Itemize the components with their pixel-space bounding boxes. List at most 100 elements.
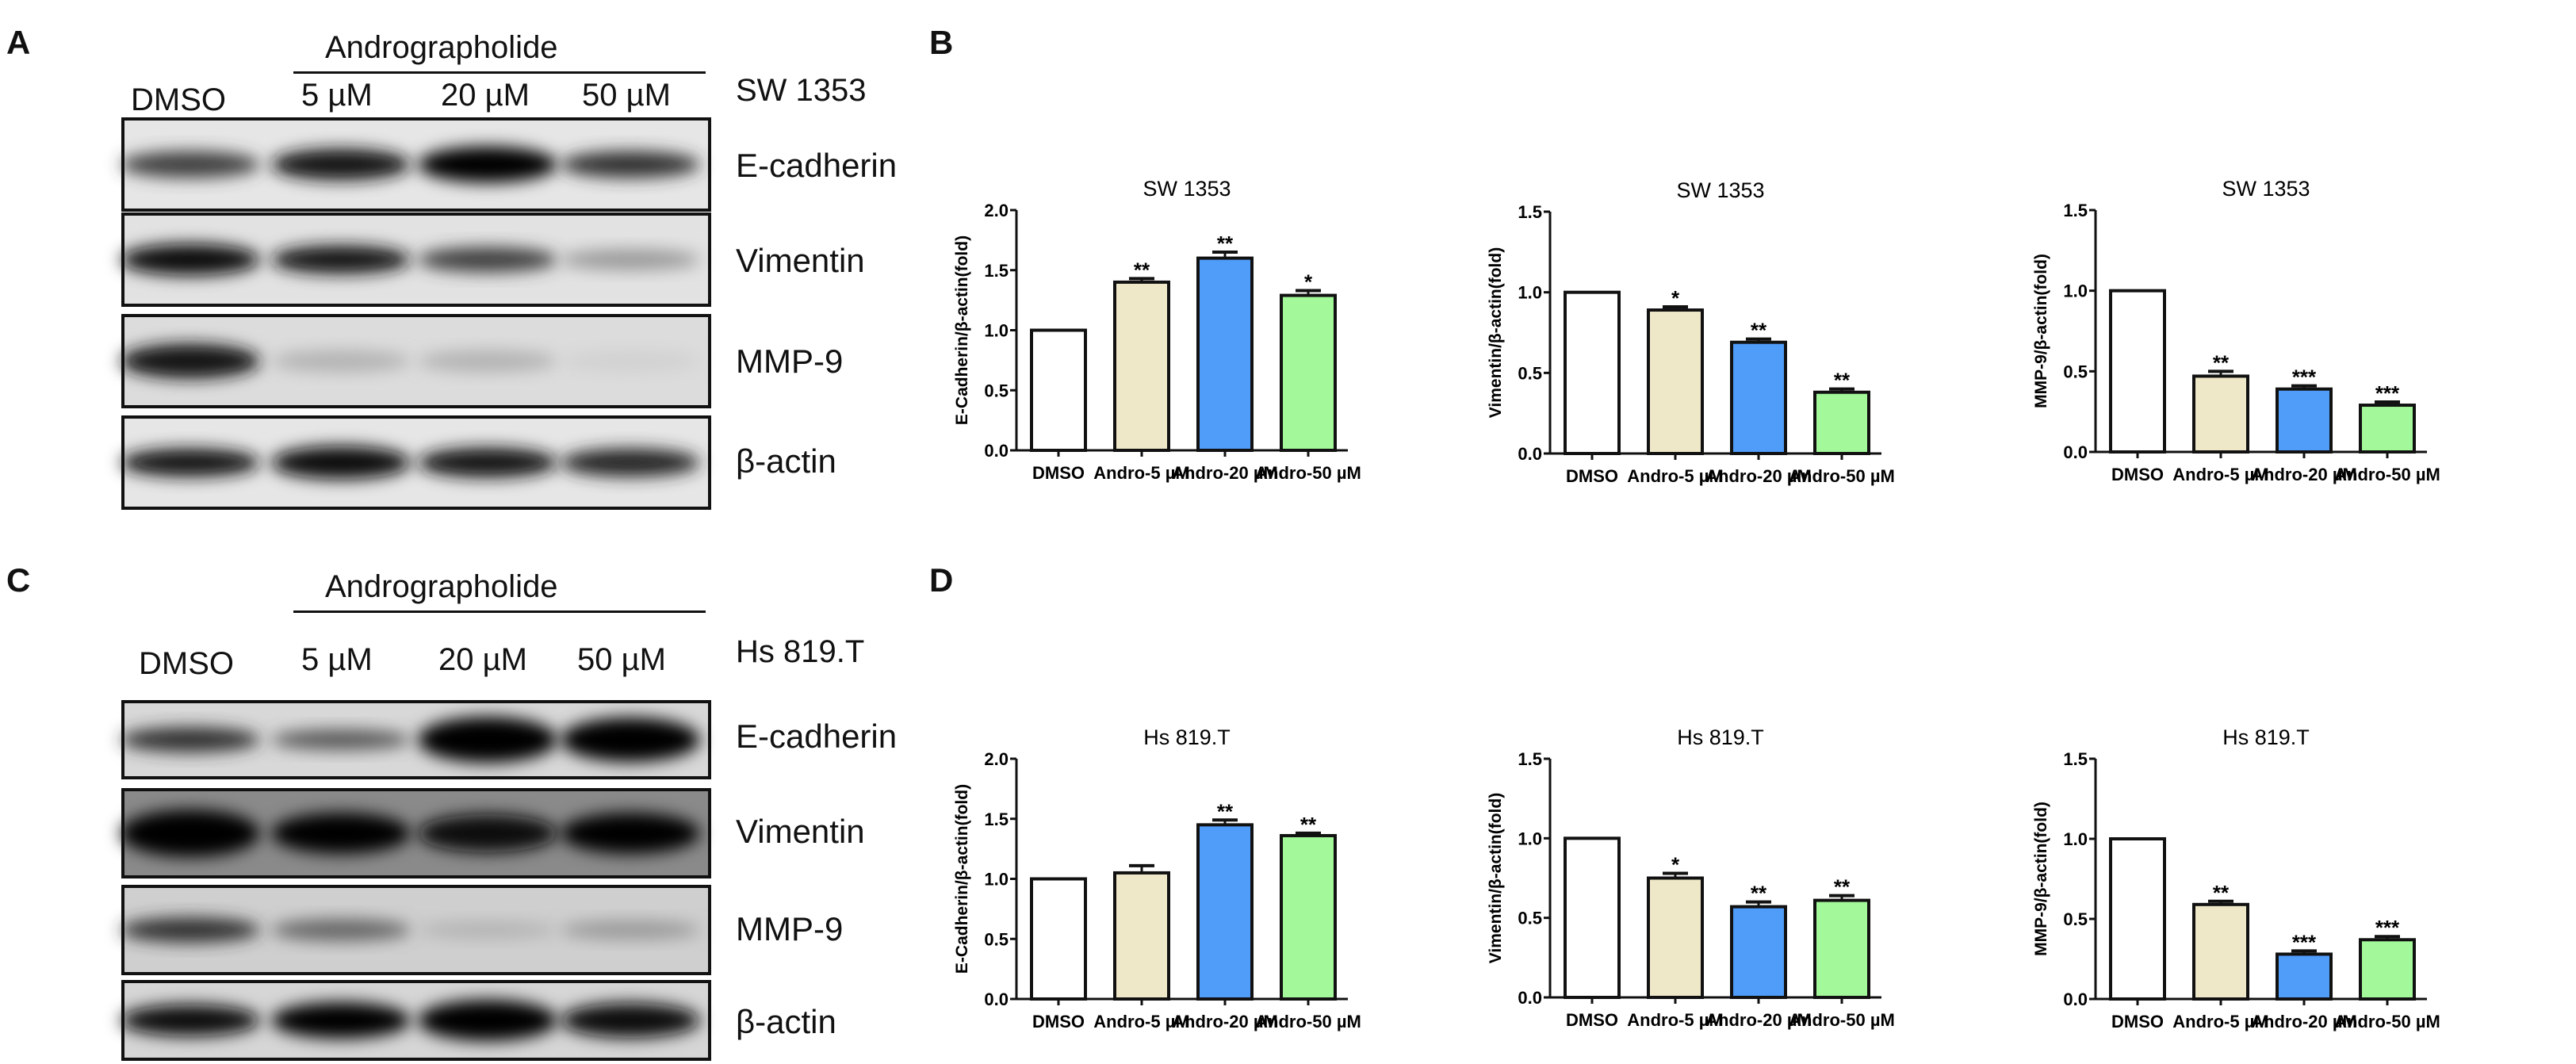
bar-andro-20 xyxy=(2276,952,2333,1001)
chart-title: Hs 819.T xyxy=(2222,725,2310,749)
blot-strip-bactin-a xyxy=(121,415,711,510)
significance-marker: ** xyxy=(1217,799,1234,823)
significance-marker: ** xyxy=(1834,875,1851,899)
x-tick-label: Andro-50 µM xyxy=(1789,1010,1895,1030)
protein-band xyxy=(121,809,260,857)
significance-marker: *** xyxy=(2292,930,2317,954)
bar-charts: SW 1353 E-Cadherin/β-actin(fold) 0.0 0.5 1.0… xyxy=(953,177,2440,1031)
y-tick-label: 0.5 xyxy=(984,929,1009,949)
y-tick-label: 1.5 xyxy=(984,261,1009,281)
bar-andro-20 xyxy=(1730,905,1787,999)
bar-andro-5 xyxy=(1647,308,1704,455)
lane-label-dmso-a: DMSO xyxy=(131,82,226,117)
y-tick-label: 1.0 xyxy=(2063,281,2088,301)
significance-marker: ** xyxy=(1300,813,1317,836)
x-tick-label: Andro-50 µM xyxy=(2334,1012,2440,1031)
chart-b-3: SW 1353 MMP-9/β-actin(fold) 0.0 0.5 1.0 1.5 DM… xyxy=(2032,177,2440,484)
y-tick-label: 1.5 xyxy=(1518,749,1542,769)
blot-frame xyxy=(121,700,711,779)
treatment-label-c: Andrographolide xyxy=(325,569,558,604)
protein-band xyxy=(121,243,260,276)
blot-frame xyxy=(121,212,711,307)
protein-band xyxy=(418,447,557,478)
x-tick-label: Andro-5 µM xyxy=(1627,466,1723,486)
bar-andro-5 xyxy=(1113,280,1170,452)
y-tick-label: 0.0 xyxy=(1518,988,1542,1008)
protein-band xyxy=(271,1002,411,1039)
y-axis-label: E-Cadherin/β-actin(fold) xyxy=(953,784,971,974)
chart-title: SW 1353 xyxy=(1143,177,1231,201)
blot-strip-vimentin-a xyxy=(121,212,711,307)
panel-letter-c: C xyxy=(6,561,31,599)
bar-dmso xyxy=(1564,836,1621,1000)
row-label-vimentin-c: Vimentin xyxy=(736,813,865,850)
blot-frame xyxy=(121,415,711,510)
significance-marker: * xyxy=(1671,286,1680,310)
row-label-ecadherin-a: E-cadherin xyxy=(736,147,898,184)
x-tick-label: Andro-5 µM xyxy=(2172,1012,2268,1031)
protein-band xyxy=(121,343,260,379)
protein-band xyxy=(271,919,411,941)
y-tick-label: 0.0 xyxy=(1518,444,1542,464)
protein-band xyxy=(561,350,700,373)
panel-letter-d: D xyxy=(929,561,954,599)
treatment-bracket-a xyxy=(293,71,706,74)
significance-marker: ** xyxy=(1217,232,1234,255)
x-tick-label: Andro-50 µM xyxy=(1255,463,1361,483)
western-blots xyxy=(121,117,711,1061)
lane-label-50um-a: 50 µM xyxy=(582,78,671,113)
row-label-vimentin-a: Vimentin xyxy=(736,242,865,279)
chart-title: Hs 819.T xyxy=(1677,725,1764,749)
protein-band xyxy=(418,247,557,273)
y-axis-label: Vimentin/β-actin(fold) xyxy=(1487,247,1505,418)
x-tick-label: Andro-20 µM xyxy=(2251,465,2357,484)
x-tick-label: Andro-5 µM xyxy=(1627,1010,1723,1030)
x-tick-label: Andro-5 µM xyxy=(1093,463,1189,483)
bar-dmso xyxy=(2109,289,2166,454)
lane-label-5um-a: 5 µM xyxy=(301,78,373,113)
bar-dmso xyxy=(1030,877,1087,1001)
y-axis-label: MMP-9/β-actin(fold) xyxy=(2032,254,2050,408)
blot-frame xyxy=(121,117,711,212)
protein-band xyxy=(121,727,260,752)
panel-letter-a: A xyxy=(6,24,31,61)
y-tick-label: 2.0 xyxy=(984,749,1009,769)
y-axis-label: Vimentin/β-actin(fold) xyxy=(1487,793,1505,963)
bar-andro-20 xyxy=(1730,340,1787,456)
protein-band xyxy=(418,1000,557,1041)
bar-andro-5 xyxy=(1113,871,1170,1001)
row-label-mmp9-a: MMP-9 xyxy=(736,343,844,380)
y-tick-label: 0.0 xyxy=(984,441,1009,461)
x-tick-label: Andro-5 µM xyxy=(1093,1012,1189,1031)
protein-band xyxy=(418,814,557,852)
y-tick-label: 1.5 xyxy=(1518,202,1542,222)
chart-title: Hs 819.T xyxy=(1143,725,1231,749)
x-tick-label: Andro-20 µM xyxy=(1705,466,1812,486)
protein-band xyxy=(271,245,411,274)
y-axis-label: E-Cadherin/β-actin(fold) xyxy=(953,235,971,425)
bar-andro-50 xyxy=(1280,293,1337,452)
y-tick-label: 1.0 xyxy=(984,870,1009,890)
x-tick-label: DMSO xyxy=(1032,1012,1085,1031)
x-tick-label: Andro-50 µM xyxy=(1789,466,1895,486)
row-label-mmp9-c: MMP-9 xyxy=(736,910,844,947)
significance-marker: * xyxy=(1304,270,1313,294)
row-label-bactin-c: β-actin xyxy=(736,1003,836,1040)
protein-band xyxy=(418,717,557,763)
x-tick-label: Andro-5 µM xyxy=(2172,465,2268,484)
significance-marker: * xyxy=(1671,852,1680,876)
y-tick-label: 0.0 xyxy=(2063,442,2088,462)
bar-andro-50 xyxy=(1813,390,1870,456)
bar-andro-20 xyxy=(1196,823,1254,1001)
x-tick-label: Andro-50 µM xyxy=(2334,465,2440,484)
y-tick-label: 1.5 xyxy=(2063,201,2088,220)
cell-line-label-a: SW 1353 xyxy=(736,73,867,108)
blot-frame xyxy=(121,885,711,975)
blot-frame xyxy=(121,980,711,1061)
x-tick-label: Andro-20 µM xyxy=(2251,1012,2357,1031)
bar-andro-5 xyxy=(2192,902,2249,1001)
blot-strip-mmp9-a xyxy=(121,314,711,408)
protein-band xyxy=(121,448,260,477)
chart-d-2: Hs 819.T Vimentin/β-actin(fold) 0.0 0.5 1.0 1… xyxy=(1487,725,1895,1030)
x-tick-label: DMSO xyxy=(2111,1012,2164,1031)
